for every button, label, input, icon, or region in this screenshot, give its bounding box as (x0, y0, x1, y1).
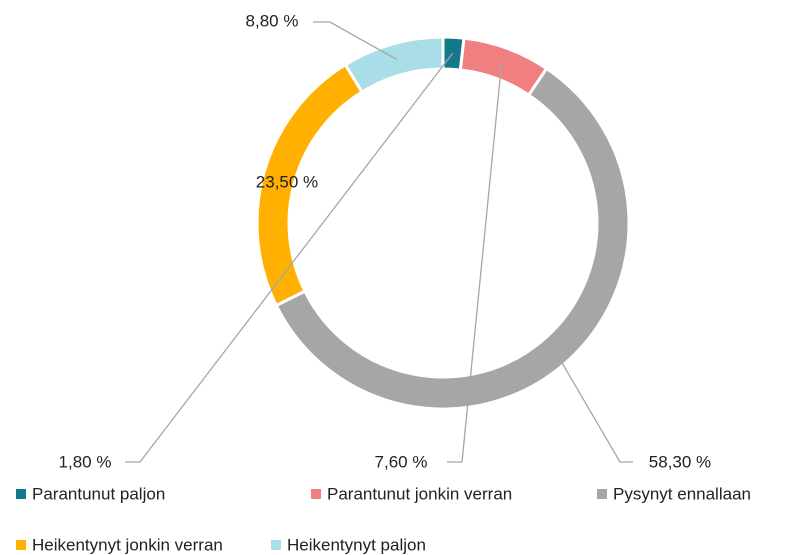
data-label: 7,60 % (375, 452, 428, 471)
legend-swatch (16, 540, 26, 550)
legend-swatch (597, 489, 607, 499)
legend-swatch (311, 489, 321, 499)
legend-label: Parantunut jonkin verran (327, 484, 512, 503)
data-label: 58,30 % (649, 452, 711, 471)
donut-segment (274, 66, 631, 411)
legend-label: Parantunut paljon (32, 484, 165, 503)
legend-swatch (271, 540, 281, 550)
data-label: 1,80 % (59, 452, 112, 471)
data-label: 23,50 % (256, 172, 318, 191)
legend-label: Heikentynyt paljon (287, 535, 426, 554)
leader-line (125, 52, 454, 463)
leader-line (554, 350, 633, 463)
leader-line (313, 21, 397, 61)
leader-line (447, 63, 503, 463)
donut-segment (343, 35, 445, 95)
legend-label: Heikentynyt jonkin verran (32, 535, 223, 554)
data-label: 8,80 % (246, 11, 299, 30)
legend-swatch (16, 489, 26, 499)
legend-label: Pysynyt ennallaan (613, 484, 751, 503)
